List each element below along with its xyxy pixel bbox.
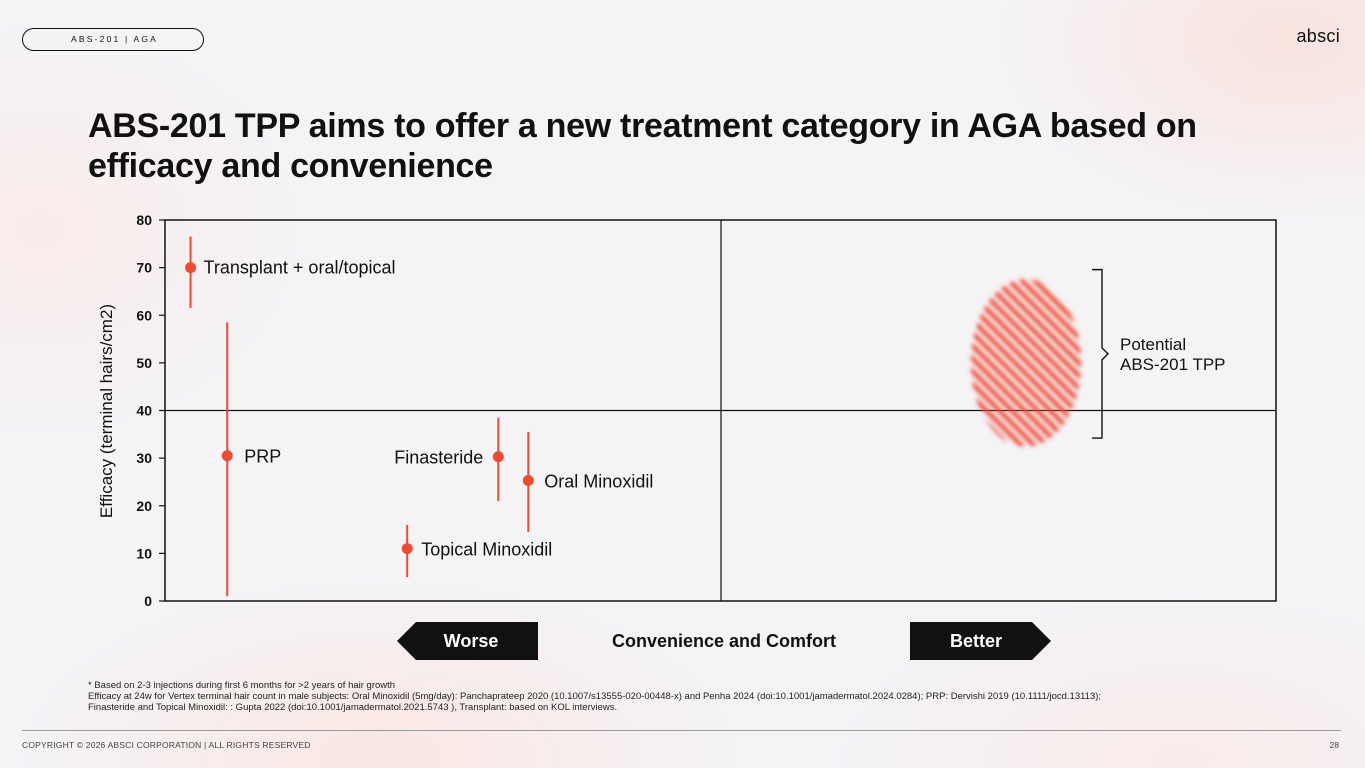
target-region-ellipse <box>971 279 1082 447</box>
y-tick-label: 0 <box>144 593 152 609</box>
footnote-line: * Based on 2-3 injections during first 6… <box>88 680 396 691</box>
y-tick-label: 50 <box>136 355 152 371</box>
data-label: Oral Minoxidil <box>544 472 653 492</box>
worse-label: Worse <box>444 631 499 651</box>
data-label: Transplant + oral/topical <box>204 258 396 278</box>
y-tick-label: 60 <box>136 307 152 323</box>
data-point <box>185 262 197 274</box>
y-tick-label: 20 <box>136 498 152 514</box>
data-label: Topical Minoxidil <box>421 540 552 560</box>
page-number: 28 <box>1329 740 1339 750</box>
data-label: PRP <box>244 447 281 467</box>
copyright-text: COPYRIGHT © 2026 ABSCI CORPORATION | ALL… <box>22 740 311 750</box>
better-arrow: Better <box>910 622 1051 660</box>
footnote-line: Efficacy at 24w for Vertex terminal hair… <box>88 691 1102 702</box>
footnote-line: Finasteride and Topical Minoxidil: : Gup… <box>88 702 618 713</box>
y-tick-label: 70 <box>136 260 152 276</box>
y-tick-label: 10 <box>136 545 152 561</box>
data-point <box>221 450 233 462</box>
slide-title: ABS-201 TPP aims to offer a new treatmen… <box>88 107 1197 185</box>
absci-logo: absci <box>1296 26 1340 46</box>
y-tick-label: 80 <box>136 212 152 228</box>
y-tick-label: 40 <box>136 403 152 419</box>
better-label: Better <box>950 631 1002 651</box>
footer-divider <box>22 730 1341 731</box>
data-point <box>522 475 534 487</box>
y-axis-label: Efficacy (terminal hairs/cm2) <box>97 304 116 518</box>
efficacy-convenience-chart: 0 10 20 30 40 50 60 70 80 Efficacy (terminal hai… <box>97 212 1277 660</box>
footnotes: * Based on 2-3 injections during first 6… <box>88 680 1288 713</box>
target-region-label: ABS-201 TPP <box>1120 355 1226 374</box>
target-region-label: Potential <box>1120 335 1186 354</box>
worse-arrow: Worse <box>397 622 538 660</box>
data-point <box>401 543 413 555</box>
y-tick-label: 30 <box>136 450 152 466</box>
target-bracket <box>1092 268 1109 439</box>
data-point <box>492 451 504 463</box>
x-axis-label: Convenience and Comfort <box>612 631 836 651</box>
section-tag: ABS-201 | AGA <box>22 28 204 51</box>
data-label: Finasteride <box>394 448 483 468</box>
